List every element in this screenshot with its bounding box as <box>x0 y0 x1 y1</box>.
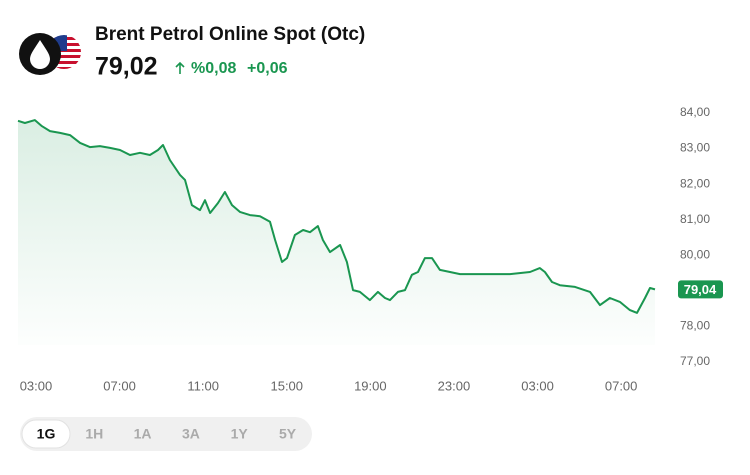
line <box>17 119 656 314</box>
change-abs: +0,06 <box>247 60 288 77</box>
y-tick-label: 84,00 <box>680 105 710 119</box>
change-pct: %0,08 <box>191 60 236 77</box>
y-tick-label: 77,00 <box>680 354 710 368</box>
icon <box>19 33 81 75</box>
x-tick-label: 07:00 <box>103 378 136 393</box>
x-tick-label: 23:00 <box>438 378 471 393</box>
title: Brent Petrol Online Spot (Otc) <box>95 24 365 45</box>
range-button[interactable]: 1H <box>85 426 103 442</box>
range-active[interactable] <box>21 419 71 449</box>
x-tick-label: 07:00 <box>605 378 638 393</box>
area <box>18 120 655 345</box>
x-tick-label: 03:00 <box>521 378 554 393</box>
range-button[interactable]: 1A <box>134 426 152 442</box>
x-tick-label: 15:00 <box>270 378 303 393</box>
last-price-label: 79,04 <box>684 282 717 297</box>
range-button[interactable]: 1Y <box>231 426 249 442</box>
x-tick-label: 03:00 <box>20 378 53 393</box>
range-button[interactable]: 5Y <box>279 426 297 442</box>
y-tick-label: 82,00 <box>680 176 710 190</box>
price: 79,02 <box>95 53 158 81</box>
y-tick-label: 81,00 <box>680 212 710 226</box>
last-price-tag <box>678 280 723 299</box>
range-button[interactable]: 3A <box>182 426 200 442</box>
y-tick-label: 80,00 <box>680 247 710 261</box>
up-arrow <box>175 61 185 74</box>
y-tick-label: 83,00 <box>680 141 710 155</box>
range-bar <box>20 417 312 451</box>
y-tick-label: 78,00 <box>680 319 710 333</box>
x-tick-label: 11:00 <box>187 378 219 393</box>
range-button[interactable]: 1G <box>37 426 56 442</box>
x-tick-label: 19:00 <box>354 378 387 393</box>
